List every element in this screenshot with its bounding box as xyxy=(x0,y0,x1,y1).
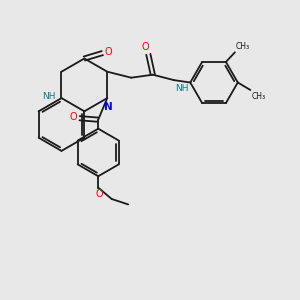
Text: CH₃: CH₃ xyxy=(236,42,250,51)
Text: CH₃: CH₃ xyxy=(252,92,266,101)
Text: O: O xyxy=(142,42,149,52)
Text: O: O xyxy=(105,47,112,57)
Text: N: N xyxy=(104,102,113,112)
Text: O: O xyxy=(96,189,103,199)
Text: NH: NH xyxy=(175,84,189,93)
Text: O: O xyxy=(70,112,77,122)
Text: NH: NH xyxy=(43,92,56,101)
